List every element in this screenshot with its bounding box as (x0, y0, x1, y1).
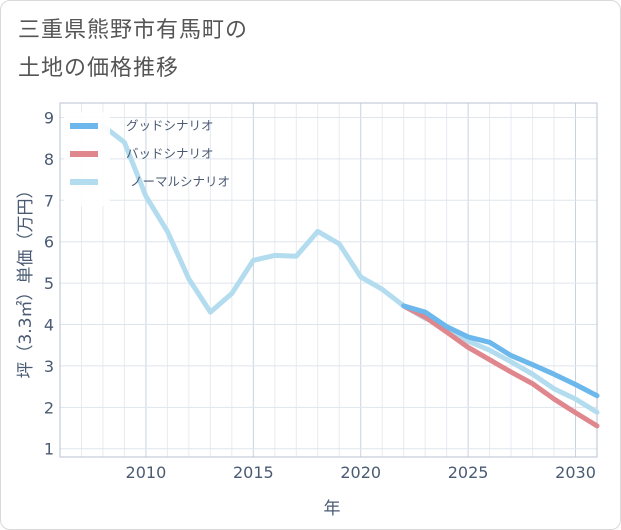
y-tick-label: 9 (44, 108, 54, 127)
x-tick-label: 2025 (448, 463, 489, 482)
y-tick-label: 5 (44, 274, 54, 293)
y-tick-label: 2 (44, 398, 54, 417)
x-tick-label: 2020 (340, 463, 381, 482)
series-line-1 (401, 303, 600, 429)
y-tick-label: 6 (44, 233, 54, 252)
legend-label-1: バッドシナリオ (126, 146, 214, 161)
y-tick-label: 3 (44, 357, 54, 376)
chart-title-line1: 三重県熊野市有馬町の (18, 18, 249, 43)
chart-title: 三重県熊野市有馬町の 土地の価格推移 (18, 12, 248, 88)
legend-label-0: グッドシナリオ (126, 118, 214, 133)
plot-frame (59, 102, 598, 458)
y-tick-label: 8 (44, 150, 54, 169)
series-line-2 (100, 123, 600, 415)
x-tick-label: 2010 (126, 463, 167, 482)
series-line-0 (401, 303, 600, 399)
x-tick-label: 2030 (555, 463, 596, 482)
x-tick-label: 2015 (233, 463, 274, 482)
y-tick-label: 1 (44, 440, 54, 459)
y-tick-label: 4 (44, 316, 54, 335)
chart-title-line2: 土地の価格推移 (18, 56, 180, 81)
series-layer (100, 123, 600, 429)
y-tick-label: 7 (44, 191, 54, 210)
x-axis-ticks: 2010 2015 2020 2025 2030 (126, 463, 596, 482)
y-axis-title: 坪（3.3㎡）単価（万円） (16, 181, 36, 378)
legend-label-2: ノーマルシナリオ (130, 174, 230, 189)
x-axis-title: 年 (324, 499, 341, 519)
y-axis-ticks: 1 2 3 4 5 6 7 8 9 (44, 108, 54, 458)
